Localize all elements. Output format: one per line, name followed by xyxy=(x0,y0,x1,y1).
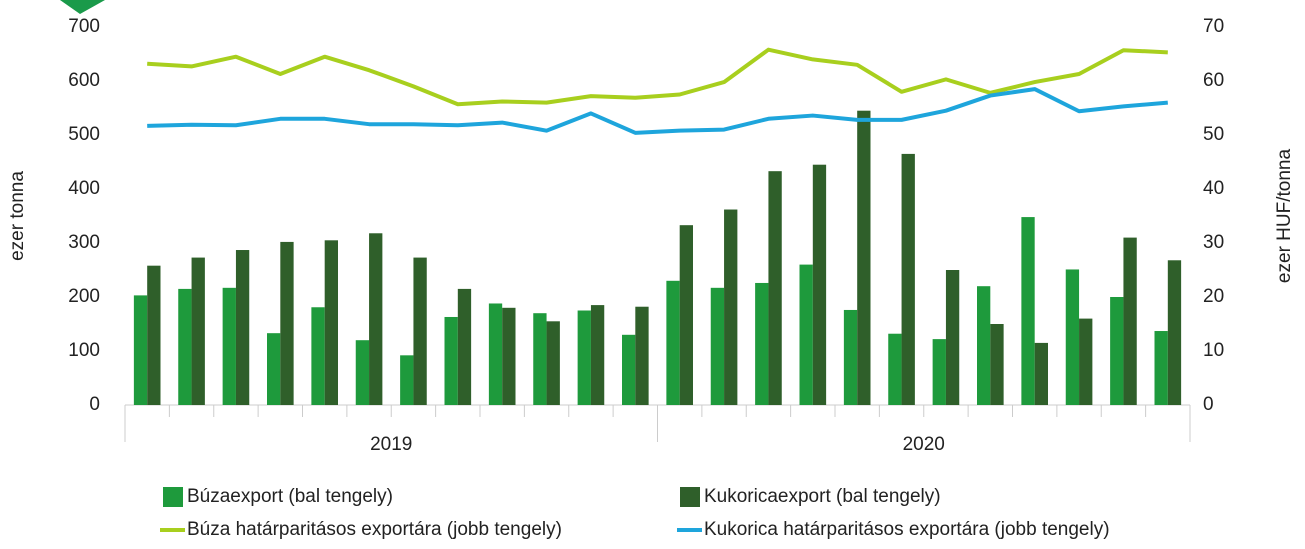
legend-label: Búzaexport (bal tengely) xyxy=(187,486,393,507)
y-tick-label: 300 xyxy=(68,232,100,253)
bar xyxy=(577,310,591,405)
bar xyxy=(799,264,813,405)
y2-tick-label: 70 xyxy=(1203,16,1224,37)
y-tick-label: 700 xyxy=(68,16,100,37)
bar xyxy=(369,233,383,405)
bar xyxy=(133,295,148,405)
bar xyxy=(812,164,827,405)
bar xyxy=(977,286,991,405)
group-label: 2020 xyxy=(903,434,945,455)
y2-tick-label: 30 xyxy=(1203,232,1224,253)
bar xyxy=(590,305,605,405)
bar xyxy=(901,153,915,405)
bar xyxy=(710,287,725,405)
logo-corner xyxy=(60,0,105,14)
y-tick-label: 500 xyxy=(68,124,100,145)
bar xyxy=(413,257,427,405)
bar xyxy=(324,240,338,405)
bar xyxy=(1065,269,1080,405)
bar xyxy=(888,333,902,405)
legend-label: Kukorica határparitásos exportára (jobb … xyxy=(704,519,1110,540)
bar xyxy=(311,307,325,405)
bar xyxy=(502,307,516,405)
legend-swatch xyxy=(680,487,700,507)
y-tick-label: 400 xyxy=(68,178,100,199)
bar xyxy=(533,313,547,405)
legend-label: Kukoricaexport (bal tengely) xyxy=(704,486,941,507)
bar xyxy=(1021,217,1035,405)
y-tick-label: 200 xyxy=(68,286,100,307)
y-tick-label: 0 xyxy=(89,394,100,415)
line-series xyxy=(147,87,1168,135)
bar xyxy=(280,241,294,405)
bar xyxy=(755,282,769,405)
bar xyxy=(666,280,680,405)
bar xyxy=(635,306,649,405)
y2-tick-label: 0 xyxy=(1203,394,1214,415)
bar xyxy=(355,340,370,405)
bar xyxy=(222,287,236,405)
legend-label: Búza határparitásos exportára (jobb teng… xyxy=(187,519,562,540)
bar xyxy=(1154,331,1168,405)
bar xyxy=(932,339,946,405)
y-tick-label: 600 xyxy=(68,70,100,91)
bar xyxy=(1123,237,1137,405)
bar xyxy=(945,270,960,405)
bar xyxy=(622,334,636,405)
bar xyxy=(1034,342,1048,405)
bar xyxy=(457,288,472,405)
bar xyxy=(178,288,192,405)
bar xyxy=(679,225,693,405)
bar xyxy=(546,321,560,405)
y-axis-label: ezer tonna xyxy=(7,171,28,261)
group-label: 2019 xyxy=(370,434,412,455)
y2-axis-label: ezer HUF/tonna xyxy=(1274,149,1295,284)
bar xyxy=(1110,297,1124,405)
bar xyxy=(444,316,458,405)
y2-tick-label: 50 xyxy=(1203,124,1224,145)
bar xyxy=(1167,260,1182,405)
bar xyxy=(1079,318,1093,405)
bar xyxy=(400,355,414,405)
bar xyxy=(768,171,782,405)
bar xyxy=(857,110,871,405)
bar xyxy=(147,265,161,405)
bar xyxy=(267,333,281,405)
bar xyxy=(235,250,250,405)
bar xyxy=(191,257,205,405)
y2-tick-label: 20 xyxy=(1203,286,1224,307)
y2-tick-label: 60 xyxy=(1203,70,1224,91)
bar xyxy=(843,309,858,405)
bar xyxy=(990,324,1004,405)
y2-tick-label: 10 xyxy=(1203,340,1224,361)
bar xyxy=(488,303,503,405)
bar xyxy=(724,209,738,405)
y2-tick-label: 40 xyxy=(1203,178,1224,199)
line-series xyxy=(147,47,1168,107)
y-tick-label: 100 xyxy=(68,340,100,361)
legend-swatch xyxy=(163,487,183,507)
